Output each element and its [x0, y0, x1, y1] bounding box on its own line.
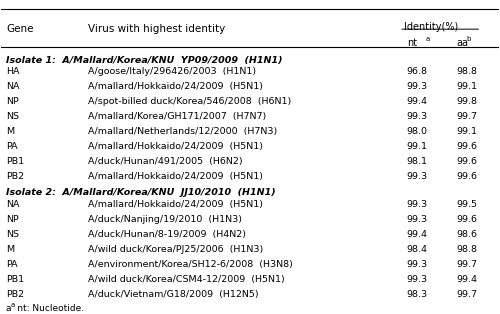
Text: Gene: Gene	[6, 24, 34, 34]
Text: PA: PA	[6, 142, 18, 151]
Text: A/mallard/Hokkaido/24/2009  (H5N1): A/mallard/Hokkaido/24/2009 (H5N1)	[88, 142, 264, 151]
Text: 99.1: 99.1	[406, 142, 428, 151]
Text: Isolate 1:  A/Mallard/Korea/KNU  YP09/2009  (H1N1): Isolate 1: A/Mallard/Korea/KNU YP09/2009…	[6, 56, 283, 65]
Text: A/wild duck/Korea/PJ25/2006  (H1N3): A/wild duck/Korea/PJ25/2006 (H1N3)	[88, 245, 264, 254]
Text: aa: aa	[456, 38, 468, 48]
Text: 99.3: 99.3	[406, 82, 428, 91]
Text: 99.4: 99.4	[456, 275, 477, 284]
Text: 98.1: 98.1	[406, 157, 428, 166]
Text: NA: NA	[6, 200, 20, 209]
Text: A/goose/Italy/296426/2003  (H1N1): A/goose/Italy/296426/2003 (H1N1)	[88, 67, 256, 76]
Text: 99.3: 99.3	[406, 112, 428, 121]
Text: 99.3: 99.3	[406, 172, 428, 181]
Text: PB1: PB1	[6, 275, 25, 284]
Text: NS: NS	[6, 112, 20, 121]
Text: A/mallard/Netherlands/12/2000  (H7N3): A/mallard/Netherlands/12/2000 (H7N3)	[88, 127, 278, 136]
Text: 99.4: 99.4	[406, 97, 428, 106]
Text: 99.1: 99.1	[456, 127, 477, 136]
Text: A/spot-billed duck/Korea/546/2008  (H6N1): A/spot-billed duck/Korea/546/2008 (H6N1)	[88, 97, 292, 106]
Text: A/duck/Hunan/491/2005  (H6N2): A/duck/Hunan/491/2005 (H6N2)	[88, 157, 243, 166]
Text: M: M	[6, 245, 14, 254]
Text: PA: PA	[6, 260, 18, 269]
Text: nt: nt	[406, 38, 417, 48]
Text: PB2: PB2	[6, 290, 25, 299]
Text: M: M	[6, 127, 14, 136]
Text: 98.4: 98.4	[406, 245, 428, 254]
Text: NA: NA	[6, 82, 20, 91]
Text: NP: NP	[6, 215, 19, 224]
Text: 99.6: 99.6	[456, 142, 477, 151]
Text: a: a	[10, 302, 14, 308]
Text: 99.8: 99.8	[456, 97, 477, 106]
Text: 96.8: 96.8	[406, 67, 428, 76]
Text: 99.6: 99.6	[456, 172, 477, 181]
Text: 99.3: 99.3	[406, 275, 428, 284]
Text: 99.4: 99.4	[406, 230, 428, 239]
Text: a: a	[426, 36, 430, 42]
Text: A/duck/Nanjing/19/2010  (H1N3): A/duck/Nanjing/19/2010 (H1N3)	[88, 215, 242, 224]
Text: A/duck/Vietnam/G18/2009  (H12N5): A/duck/Vietnam/G18/2009 (H12N5)	[88, 290, 259, 299]
Text: 99.3: 99.3	[406, 200, 428, 209]
Text: 99.7: 99.7	[456, 112, 477, 121]
Text: 99.7: 99.7	[456, 260, 477, 269]
Text: A/wild duck/Korea/CSM4-12/2009  (H5N1): A/wild duck/Korea/CSM4-12/2009 (H5N1)	[88, 275, 285, 284]
Text: A/duck/Hunan/8-19/2009  (H4N2): A/duck/Hunan/8-19/2009 (H4N2)	[88, 230, 246, 239]
Text: 99.3: 99.3	[406, 215, 428, 224]
Text: 99.7: 99.7	[456, 290, 477, 299]
Text: b: b	[466, 36, 470, 42]
Text: 99.3: 99.3	[406, 260, 428, 269]
Text: 99.5: 99.5	[456, 200, 477, 209]
Text: NS: NS	[6, 230, 20, 239]
Text: PB2: PB2	[6, 172, 25, 181]
Text: A/mallard/Hokkaido/24/2009  (H5N1): A/mallard/Hokkaido/24/2009 (H5N1)	[88, 200, 264, 209]
Text: A/mallard/Korea/GH171/2007  (H7N7): A/mallard/Korea/GH171/2007 (H7N7)	[88, 112, 266, 121]
Text: NP: NP	[6, 97, 19, 106]
Text: PB1: PB1	[6, 157, 25, 166]
Text: 98.6: 98.6	[456, 230, 477, 239]
Text: Isolate 2:  A/Mallard/Korea/KNU  JJ10/2010  (H1N1): Isolate 2: A/Mallard/Korea/KNU JJ10/2010…	[6, 188, 276, 197]
Text: 99.6: 99.6	[456, 157, 477, 166]
Text: 98.8: 98.8	[456, 245, 477, 254]
Text: 98.3: 98.3	[406, 290, 428, 299]
Text: a  nt: Nucleotide.: a nt: Nucleotide.	[6, 304, 84, 312]
Text: HA: HA	[6, 67, 20, 76]
Text: Virus with highest identity: Virus with highest identity	[88, 24, 226, 34]
Text: A/mallard/Hokkaido/24/2009  (H5N1): A/mallard/Hokkaido/24/2009 (H5N1)	[88, 82, 264, 91]
Text: 98.0: 98.0	[406, 127, 428, 136]
Text: A/mallard/Hokkaido/24/2009  (H5N1): A/mallard/Hokkaido/24/2009 (H5N1)	[88, 172, 264, 181]
Text: 98.8: 98.8	[456, 67, 477, 76]
Text: 99.6: 99.6	[456, 215, 477, 224]
Text: 99.1: 99.1	[456, 82, 477, 91]
Text: A/environment/Korea/SH12-6/2008  (H3N8): A/environment/Korea/SH12-6/2008 (H3N8)	[88, 260, 294, 269]
Text: Identity(%): Identity(%)	[404, 22, 458, 32]
